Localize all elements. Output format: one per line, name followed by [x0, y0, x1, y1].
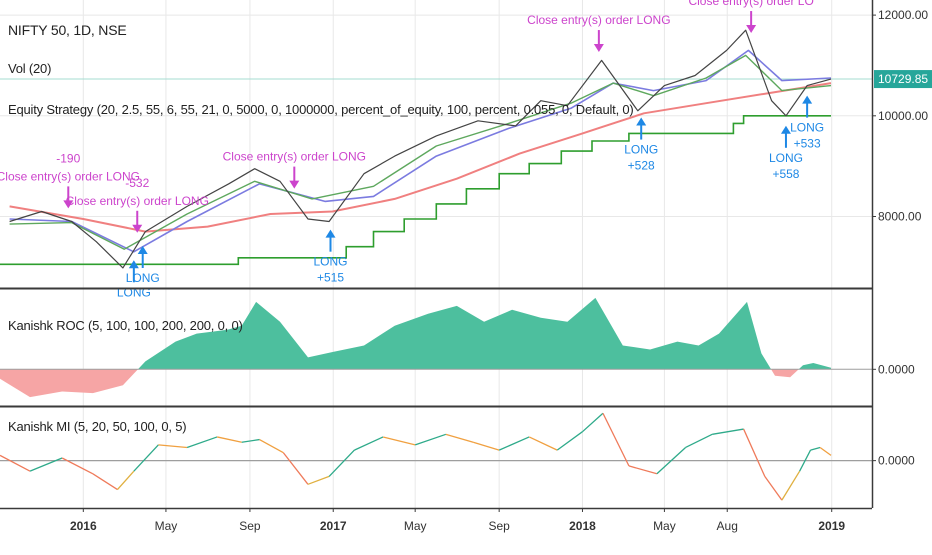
mi-segment-5	[116, 470, 135, 491]
close-arrow-head-12	[746, 25, 757, 34]
mi-segment-7	[158, 444, 188, 449]
trade-pnl-label-3: -532	[125, 176, 149, 190]
time-tick-label-0: 2016	[70, 519, 97, 533]
close-order-label-0: Close entry(s) order LONG	[0, 169, 140, 183]
roc-zero-tick-label: 0.0000	[878, 362, 915, 376]
volume-study-label[interactable]: Vol (20)	[8, 61, 52, 76]
long-arrow-head-10	[636, 117, 647, 126]
strategy-label[interactable]: Equity Strategy (20, 2.5, 55, 6, 55, 21,…	[8, 102, 634, 117]
mi-segment-31	[781, 470, 801, 501]
mi-segment-32	[799, 449, 812, 472]
mi-segment-23	[582, 412, 604, 433]
time-tick-label-2: Sep	[239, 519, 261, 533]
mi-segment-18	[445, 433, 474, 443]
close-arrow-head-0	[63, 200, 74, 209]
mi-segment-29	[743, 428, 766, 477]
price-tick-label-1: 10000.00	[878, 109, 928, 123]
mi-segment-30	[764, 476, 783, 501]
mi-zero-tick-label: 0.0000	[878, 454, 915, 468]
mi-segment-6	[133, 444, 159, 472]
fast-ma-line	[9, 54, 832, 250]
time-tick-label-9: 2019	[818, 519, 845, 533]
close-order-label-2: Close entry(s) order LONG	[66, 194, 209, 208]
long-order-label-10: LONG	[624, 143, 658, 157]
mi-segment-9	[217, 436, 242, 443]
time-tick-label-4: May	[404, 519, 427, 533]
trade-pnl-label-8: +515	[317, 271, 344, 285]
roc-negative-area	[0, 369, 799, 398]
mi-segment-13	[307, 475, 330, 485]
roc-indicator-label[interactable]: Kanishk ROC (5, 100, 100, 200, 200, 0, 0…	[8, 318, 243, 333]
long-order-label-7: LONG	[313, 255, 347, 269]
mi-segment-4	[92, 473, 118, 491]
mi-segment-22	[556, 431, 583, 451]
mi-segment-26	[656, 446, 687, 475]
time-tick-label-5: Sep	[488, 519, 510, 533]
mi-segment-28	[712, 428, 744, 435]
mi-segment-21	[528, 436, 558, 451]
time-tick-label-6: 2018	[569, 519, 596, 533]
trailing-stop-line	[0, 115, 831, 266]
mi-segment-33	[810, 446, 821, 451]
mi-segment-15	[354, 436, 384, 451]
mi-segment-11	[259, 439, 284, 454]
mi-segment-20	[498, 436, 530, 451]
mi-segment-16	[382, 436, 416, 446]
mi-segment-2	[29, 457, 63, 472]
price-tag	[874, 70, 932, 89]
time-tick-label-8: Aug	[717, 519, 738, 533]
long-arrow-head-4	[128, 260, 139, 269]
price-line	[9, 29, 832, 269]
close-order-label-12: Close entry(s) order LO	[688, 0, 813, 8]
close-arrow-head-6	[289, 180, 300, 189]
mi-segment-8	[186, 436, 218, 449]
long-order-label-15: LONG	[790, 121, 824, 135]
symbol-title[interactable]: NIFTY 50, 1D, NSE	[8, 22, 127, 38]
time-tick-label-3: 2017	[320, 519, 347, 533]
price-tag-value: 10729.85	[878, 72, 928, 86]
long-arrow-head-7	[325, 229, 336, 238]
long-arrow-head-5	[137, 246, 148, 255]
mi-segment-10	[241, 438, 260, 443]
price-tick-label-0: 12000.00	[878, 8, 928, 22]
long-order-label-13: LONG	[769, 151, 803, 165]
close-order-label-6: Close entry(s) order LONG	[223, 150, 366, 164]
long-order-label-5: LONG	[126, 271, 160, 285]
close-order-label-9: Close entry(s) order LONG	[527, 13, 670, 27]
mi-segment-25	[628, 465, 658, 475]
mi-segment-27	[685, 433, 713, 449]
mi-segment-1	[0, 454, 31, 472]
trade-pnl-label-16: +533	[794, 137, 821, 151]
mi-segment-12	[282, 452, 309, 485]
trade-pnl-label-1: -190	[56, 151, 80, 165]
mi-segment-14	[328, 449, 355, 477]
mi-segment-3	[61, 457, 94, 475]
mi-segment-19	[473, 441, 500, 451]
time-tick-label-7: May	[653, 519, 676, 533]
roc-positive-area	[0, 297, 831, 370]
long-order-label-4: LONG	[117, 285, 151, 299]
mi-segment-34	[819, 446, 832, 456]
trade-pnl-label-14: +558	[772, 167, 799, 181]
mi-segment-17	[414, 433, 447, 446]
long-arrow-head-13	[780, 125, 791, 134]
close-arrow-head-2	[132, 224, 143, 233]
mi-segment-24	[602, 412, 630, 467]
mi-indicator-label[interactable]: Kanishk MI (5, 20, 50, 100, 0, 5)	[8, 419, 187, 434]
close-arrow-head-9	[593, 44, 604, 53]
long-arrow-head-15	[802, 95, 813, 104]
price-tick-label-2: 8000.00	[878, 210, 922, 224]
time-tick-label-1: May	[155, 519, 178, 533]
trade-pnl-label-11: +528	[628, 159, 655, 173]
